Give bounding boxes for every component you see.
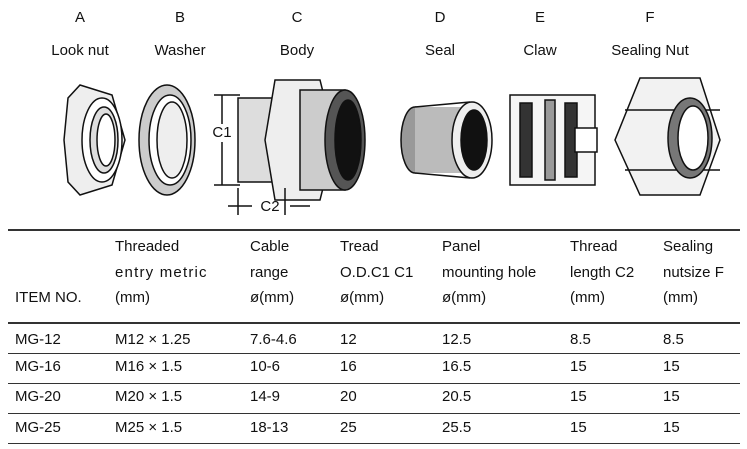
component-letter: C: [291, 9, 303, 26]
look-nut-drawing: [63, 84, 126, 196]
table-cell: 15: [570, 358, 587, 375]
table-cell: 15: [570, 388, 587, 405]
table-cell: 16.5: [442, 358, 472, 375]
component-name: Body: [279, 42, 315, 59]
table-cell: M12 × 1.25: [115, 331, 191, 348]
component-letter: E: [534, 9, 546, 26]
table-cell: MG-20: [15, 388, 61, 405]
header-cell: ø(mm): [442, 289, 487, 306]
sealing-nut-drawing: [614, 77, 721, 196]
header-cell: length C2: [570, 264, 635, 281]
table-cell: M25 × 1.5: [115, 419, 183, 436]
table-cell: 12: [340, 331, 357, 348]
table-cell: 20: [340, 388, 357, 405]
table-cell: 7.6-4.6: [250, 331, 297, 348]
table-rule: [8, 229, 740, 231]
component-name: Seal: [424, 42, 456, 59]
table-rule: [8, 383, 740, 384]
dimension-label: C1: [212, 124, 232, 142]
header-cell: ITEM NO.: [15, 289, 82, 306]
table-cell: MG-25: [15, 419, 61, 436]
component-letter: D: [434, 9, 446, 26]
header-cell: Tread: [340, 238, 379, 255]
header-cell: Cable: [250, 238, 290, 255]
table-cell: MG-16: [15, 358, 61, 375]
claw-drawing: [509, 94, 598, 186]
table-cell: 25: [340, 419, 357, 436]
header-cell: Thread: [570, 238, 618, 255]
table-cell: MG-12: [15, 331, 61, 348]
parts-drawing: [63, 77, 721, 215]
table-cell: 15: [663, 388, 680, 405]
header-cell: (mm): [115, 289, 150, 306]
header-cell: O.D.C1 C1: [340, 264, 414, 281]
component-letter: F: [645, 9, 655, 26]
table-cell: 10-6: [250, 358, 281, 375]
table-cell: 12.5: [442, 331, 472, 348]
table-cell: 8.5: [663, 331, 684, 348]
body-drawing: [214, 79, 366, 215]
header-cell: Threaded: [115, 238, 180, 255]
header-cell: nutsize F: [663, 264, 724, 281]
header-cell: entry metric: [115, 264, 208, 281]
header-cell: ø(mm): [250, 289, 295, 306]
component-letter: A: [74, 9, 86, 26]
dimension-label: C2: [260, 198, 280, 215]
table-cell: 20.5: [442, 388, 472, 405]
seal-drawing: [400, 101, 493, 179]
washer-drawing: [138, 84, 196, 196]
table-cell: M16 × 1.5: [115, 358, 183, 375]
table-cell: 8.5: [570, 331, 591, 348]
component-letter: B: [174, 9, 186, 26]
table-rule: [8, 322, 740, 324]
header-cell: Sealing: [663, 238, 714, 255]
table-rule: [8, 353, 740, 354]
component-name: Look nut: [51, 42, 109, 59]
table-cell: 25.5: [442, 419, 472, 436]
component-name: Sealing Nut: [611, 42, 689, 59]
component-name: Washer: [154, 42, 206, 59]
component-name: Claw: [523, 42, 557, 59]
header-cell: ø(mm): [340, 289, 385, 306]
table-cell: 15: [663, 358, 680, 375]
table-cell: 14-9: [250, 388, 281, 405]
header-cell: (mm): [663, 289, 698, 306]
table-cell: 18-13: [250, 419, 289, 436]
table-rule: [8, 413, 740, 414]
table-cell: 15: [570, 419, 587, 436]
table-cell: 15: [663, 419, 680, 436]
header-cell: range: [250, 264, 289, 281]
header-cell: Panel: [442, 238, 481, 255]
table-rule: [8, 443, 740, 444]
header-cell: mounting hole: [442, 264, 537, 281]
table-cell: 16: [340, 358, 357, 375]
header-cell: (mm): [570, 289, 605, 306]
table-cell: M20 × 1.5: [115, 388, 183, 405]
